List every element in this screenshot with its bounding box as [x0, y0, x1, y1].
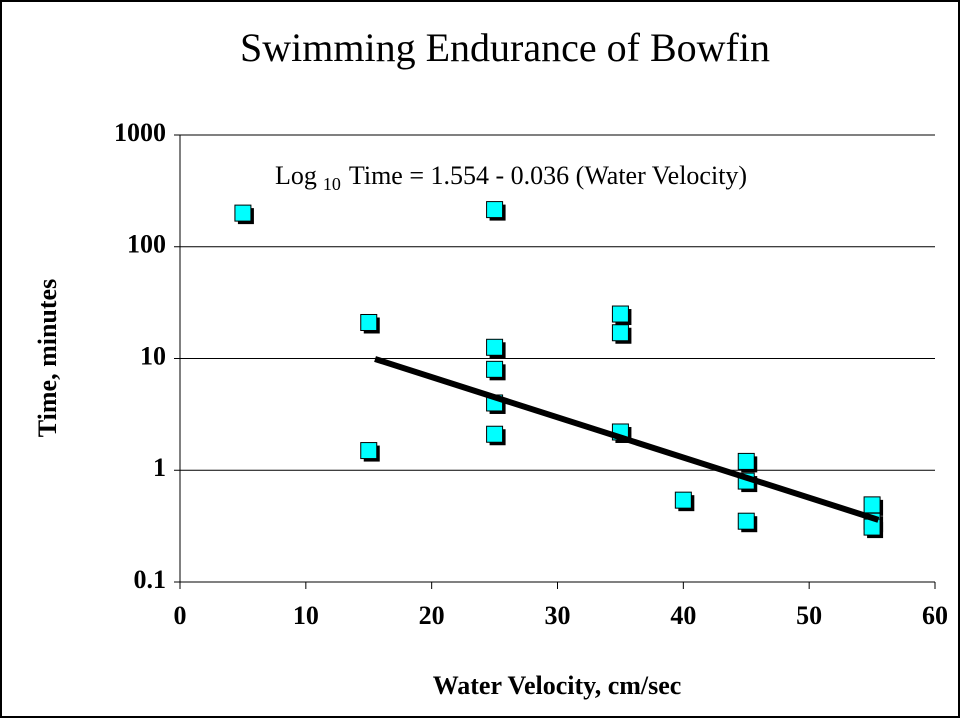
annotation-subscript: 10 [323, 174, 341, 194]
y-tick-label: 0.1 [134, 565, 167, 594]
point [234, 204, 252, 222]
x-axis-label: Water Velocity, cm/sec [433, 671, 682, 700]
y-tick-label: 10 [140, 341, 166, 370]
point [674, 491, 692, 509]
point [737, 452, 755, 470]
annotation: Log 10 Time = 1.554 - 0.036 (Water Velocit… [275, 161, 747, 194]
point [360, 313, 378, 331]
x-tick-label: 0 [174, 601, 187, 630]
x-tick-label: 60 [922, 601, 948, 630]
x-tick-label: 50 [796, 601, 822, 630]
point [486, 338, 504, 356]
x-tick-label: 20 [419, 601, 445, 630]
point [611, 305, 629, 323]
x-tick-label: 40 [670, 601, 696, 630]
point [486, 201, 504, 219]
trend-line [374, 356, 880, 523]
annotation-prefix: Log [275, 161, 317, 190]
x-tick-label: 10 [293, 601, 319, 630]
y-tick-label: 100 [127, 230, 166, 259]
point [486, 425, 504, 443]
chart-title: Swimming Endurance of Bowfin [240, 25, 770, 70]
y-tick-label: 1000 [114, 118, 166, 147]
point [737, 512, 755, 530]
point [863, 496, 881, 514]
annotation-equation: Time = 1.554 - 0.036 (Water Velocity) [349, 161, 747, 190]
x-tick-label: 30 [545, 601, 571, 630]
point [486, 360, 504, 378]
y-tick-label: 1 [153, 453, 166, 482]
y-axis-label: Time, minutes [33, 279, 62, 437]
point [611, 324, 629, 342]
point [360, 442, 378, 460]
